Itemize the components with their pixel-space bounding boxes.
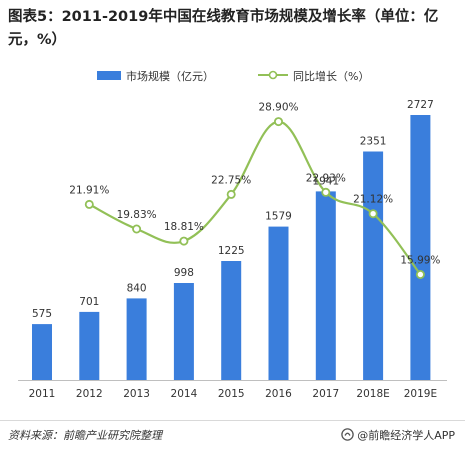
bar-value-label-2014: 998 <box>174 267 194 279</box>
legend-bar-swatch <box>97 71 121 80</box>
growth-point-2015 <box>226 189 236 199</box>
labels-layer: 575 701 840 998 1225 1579 1941 2351 2727 21.91% 19… <box>32 99 440 320</box>
bar-value-label-2012: 701 <box>79 296 99 308</box>
category-label-2011: 2011 <box>29 388 56 400</box>
bar-2011 <box>32 324 52 380</box>
bar-value-label-2016: 1579 <box>265 211 292 223</box>
category-label-2015: 2015 <box>218 388 245 400</box>
bar-2015 <box>221 261 242 380</box>
bars-layer <box>32 115 431 380</box>
legend-bar-label: 市场规模（亿元） <box>126 70 214 83</box>
bar-2014 <box>173 283 194 380</box>
growth-point-2018E <box>368 209 378 219</box>
growth-point-2014 <box>179 236 189 246</box>
category-label-2013: 2013 <box>123 388 150 400</box>
chart-title: 图表5：2011-2019年中国在线教育市场规模及增长率（单位：亿元，%） <box>8 9 439 48</box>
category-label-2016: 2016 <box>265 388 292 400</box>
bar-2012 <box>79 311 100 380</box>
bar-2018E <box>363 151 384 380</box>
legend-line-label: 同比增长（%） <box>293 70 370 83</box>
bar-value-label-2011: 575 <box>32 308 52 320</box>
brand-credit: @前瞻经济学人APP <box>341 427 455 443</box>
growth-label-2018E: 21.12% <box>353 194 393 206</box>
category-label-2018E: 2018E <box>356 388 389 400</box>
bar-value-label-2018E: 2351 <box>360 136 387 148</box>
growth-point-2016 <box>273 117 283 127</box>
bar-value-label-2015: 1225 <box>218 245 245 257</box>
category-label-2012: 2012 <box>76 388 103 400</box>
growth-label-2015: 22.75% <box>211 174 251 186</box>
growth-point-2019E <box>415 269 425 279</box>
growth-label-2013: 19.83% <box>117 209 157 221</box>
category-label-2017: 2017 <box>312 388 339 400</box>
growth-label-2014: 18.81% <box>164 221 204 233</box>
growth-point-2012 <box>84 199 94 209</box>
bar-value-label-2017: 1941 <box>312 175 339 187</box>
bar-value-label-2013: 840 <box>127 282 147 294</box>
source-note: 资料来源：前瞻产业研究院整理 <box>8 429 162 442</box>
growth-label-2017: 22.93% <box>306 172 346 184</box>
axis-layer: 2011 2012 2013 2014 2015 2016 2017 2018E 2019E <box>18 380 447 400</box>
growth-label-2016: 28.90% <box>258 102 298 114</box>
line-layer <box>84 117 425 279</box>
bar-2016 <box>268 226 289 380</box>
brand-text: @前瞻经济学人APP <box>357 429 455 442</box>
brand-logo-icon <box>341 428 354 441</box>
category-label-2019E: 2019E <box>404 388 437 400</box>
growth-line <box>88 120 422 276</box>
bar-2017 <box>315 191 336 380</box>
bar-value-label-2019E: 2727 <box>407 99 434 111</box>
growth-label-2019E: 15.99% <box>400 255 440 267</box>
bar-2019E <box>410 115 431 380</box>
category-label-2014: 2014 <box>171 388 198 400</box>
growth-point-2017 <box>321 187 331 197</box>
growth-label-2012: 21.91% <box>69 184 109 196</box>
chart-legend: 市场规模（亿元） 同比增长（%） <box>0 67 465 85</box>
growth-point-2013 <box>132 224 142 234</box>
footer: 资料来源：前瞻产业研究院整理 @前瞻经济学人APP <box>0 420 465 450</box>
legend-line-swatch <box>258 70 288 80</box>
bar-2013 <box>126 298 147 380</box>
